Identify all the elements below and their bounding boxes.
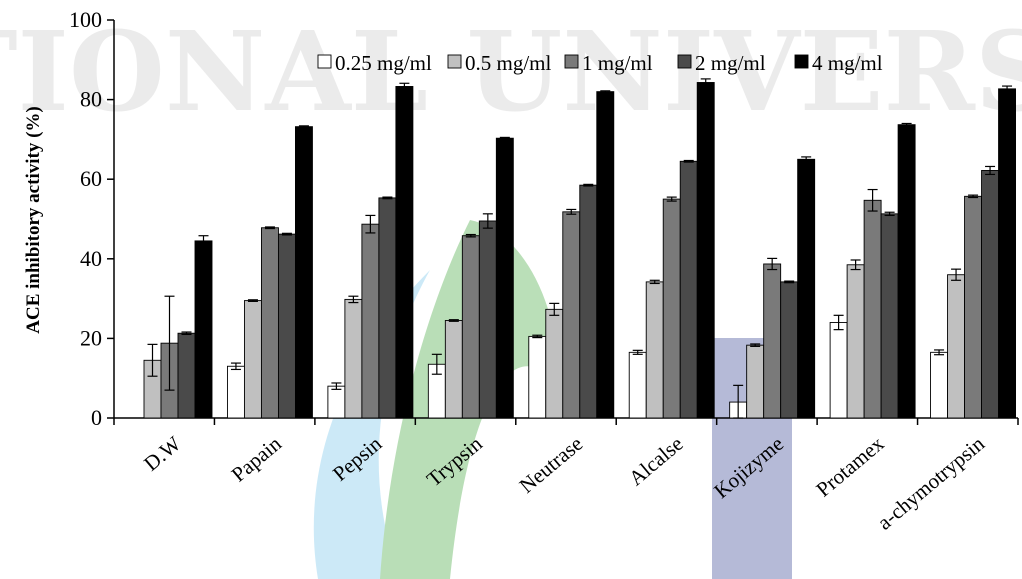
bar-protamex-3 <box>880 213 899 419</box>
legend-swatch <box>447 54 462 69</box>
bar-a-chymotrypsin-4 <box>998 88 1017 419</box>
legend-label: 4 mg/ml <box>812 51 883 75</box>
chart-error-bars <box>147 78 1013 419</box>
bar-alcalse-0 <box>628 351 647 419</box>
bar-kojizyme-4 <box>797 158 816 419</box>
x-tick-labels: D.W Papain Pepsin Trypsin Neutrase Alcalse Koj… <box>139 431 989 534</box>
x-tick-label: Alcalse <box>624 431 688 490</box>
bar-pepsin-0 <box>327 385 346 419</box>
bar-papain-2 <box>260 227 279 419</box>
y-axis-label: ACE inhibitory activity (%) <box>23 106 44 333</box>
chart-bars <box>143 82 1017 419</box>
bar-pepsin-1 <box>344 298 363 419</box>
bar-neutrase-4 <box>596 91 615 419</box>
legend-label: 0.5 mg/ml <box>465 51 552 75</box>
bar-pepsin-2 <box>361 223 380 419</box>
bar-alcalse-4 <box>696 82 715 419</box>
x-tick-label: a-chymotrypsin <box>873 431 990 534</box>
bar-d-w-3 <box>177 332 196 419</box>
x-tick-label: Neutrase <box>515 431 588 497</box>
bar-kojizyme-1 <box>746 344 765 419</box>
bar-trypsin-2 <box>461 235 480 419</box>
bar-neutrase-1 <box>545 308 564 419</box>
bar-a-chymotrypsin-2 <box>964 195 983 419</box>
y-tick-labels: 0 20 40 60 80 100 <box>69 7 102 430</box>
bar-a-chymotrypsin-1 <box>947 274 966 419</box>
watermark-text: NATIONAL UNIVERSITY <box>0 7 1022 136</box>
bar-alcalse-1 <box>645 281 664 419</box>
bar-pepsin-3 <box>378 197 397 419</box>
x-tick-label: Papain <box>227 431 287 486</box>
bar-alcalse-2 <box>662 198 681 419</box>
legend-swatch <box>564 54 579 69</box>
bar-protamex-1 <box>846 264 865 419</box>
legend-swatch <box>317 54 332 69</box>
chart-legend: 0.25 mg/ml 0.5 mg/ml 1 mg/ml 2 mg/ml 4 mg/ml <box>317 51 883 75</box>
legend-swatch <box>794 54 809 69</box>
bar-protamex-0 <box>829 322 848 419</box>
bar-protamex-4 <box>897 124 916 419</box>
watermark-blue-arc <box>313 270 430 579</box>
legend-label: 0.25 mg/ml <box>335 51 432 75</box>
bar-a-chymotrypsin-3 <box>981 169 1000 419</box>
y-tick-label: 80 <box>80 87 102 112</box>
bar-neutrase-0 <box>528 335 547 419</box>
bar-protamex-2 <box>863 199 882 419</box>
y-tick-label: 0 <box>91 405 102 430</box>
y-tick-label: 60 <box>80 166 102 191</box>
y-tick-label: 20 <box>80 325 102 350</box>
bar-alcalse-3 <box>679 160 698 419</box>
bar-papain-1 <box>243 300 262 419</box>
bar-neutrase-2 <box>562 211 581 419</box>
bar-a-chymotrypsin-0 <box>930 351 949 419</box>
bar-papain-0 <box>226 365 245 419</box>
y-tick-label: 100 <box>69 7 102 32</box>
bar-kojizyme-2 <box>763 263 782 419</box>
bar-trypsin-1 <box>444 320 463 419</box>
legend-swatch <box>677 54 692 69</box>
bar-pepsin-4 <box>395 86 414 419</box>
bar-papain-3 <box>277 233 296 419</box>
bar-kojizyme-3 <box>780 281 799 419</box>
y-tick-label: 40 <box>80 246 102 271</box>
legend-label: 1 mg/ml <box>582 51 653 75</box>
bar-papain-4 <box>294 126 313 419</box>
bar-trypsin-4 <box>495 137 514 419</box>
x-tick-label: Protamex <box>811 431 888 501</box>
bar-trypsin-3 <box>478 220 497 419</box>
bar-d-w-4 <box>194 240 213 419</box>
x-tick-label: D.W <box>139 431 185 475</box>
legend-label: 2 mg/ml <box>695 51 766 75</box>
bar-neutrase-3 <box>579 184 598 419</box>
